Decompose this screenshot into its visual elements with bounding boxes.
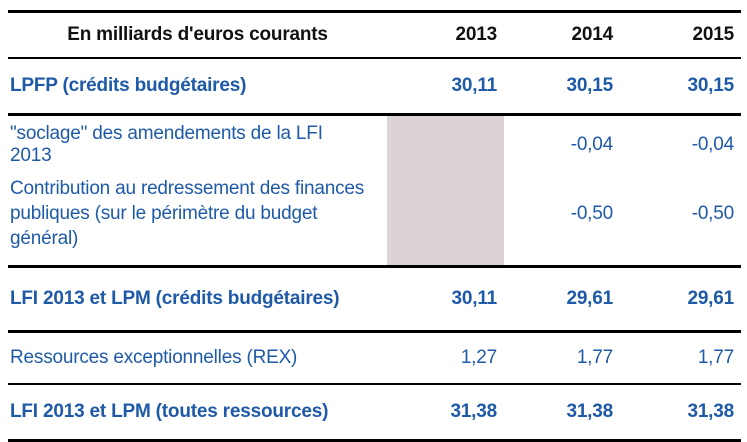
value-2013: 30,11	[387, 58, 504, 116]
unit-header: En milliards d'euros courants	[8, 11, 387, 59]
value-2014: 1,77	[504, 331, 620, 385]
value-2013: 30,11	[387, 266, 504, 333]
value-2014: -0,04	[570, 134, 614, 155]
row-label: LFI 2013 et LPM (toutes ressources)	[8, 384, 387, 442]
table-row-lpfp: LPFP (crédits budgétaires) 30,11 30,15 3…	[8, 58, 741, 116]
budget-table: En milliards d'euros courants 2013 2014 …	[8, 10, 741, 442]
value-2014: 29,61	[504, 266, 620, 333]
value-2015: 31,38	[620, 384, 741, 442]
row-label: Ressources exceptionnelles (REX)	[8, 331, 387, 385]
value-2015: -0,04	[691, 134, 735, 155]
row-label: "soclage" des amendements de la LFI 2013	[10, 123, 323, 166]
value-2015: -0,50	[620, 174, 741, 268]
table-row-soclage: "soclage" des amendements de la LFI 2013…	[8, 114, 741, 268]
table-row-lfi-toutes: LFI 2013 et LPM (toutes ressources) 31,3…	[8, 384, 741, 442]
row-label: LFI 2013 et LPM (crédits budgétaires)	[8, 266, 387, 333]
year-header-2014: 2014	[504, 11, 620, 59]
shaded-cell-2013	[387, 114, 504, 268]
row-label: LPFP (crédits budgétaires)	[8, 58, 387, 116]
value-2015: 30,15	[620, 58, 741, 116]
value-2015: 1,77	[620, 331, 741, 385]
table-row-contribution: Contribution au redressement des finance…	[8, 174, 741, 268]
value-2014: 31,38	[504, 384, 620, 442]
value-2015: 29,61	[620, 266, 741, 333]
table-row-lfi-credits: LFI 2013 et LPM (crédits budgétaires) 30…	[8, 266, 741, 333]
value-2013: 31,38	[387, 384, 504, 442]
value-2013: 1,27	[387, 331, 504, 385]
year-header-2013: 2013	[387, 11, 504, 59]
year-header-2015: 2015	[620, 11, 741, 59]
value-2014: 30,15	[504, 58, 620, 116]
row-label: Contribution au redressement des finance…	[8, 174, 387, 268]
value-2014: -0,50	[504, 174, 620, 268]
table-header-row: En milliards d'euros courants 2013 2014 …	[8, 11, 741, 59]
table-row-rex: Ressources exceptionnelles (REX) 1,27 1,…	[8, 331, 741, 385]
